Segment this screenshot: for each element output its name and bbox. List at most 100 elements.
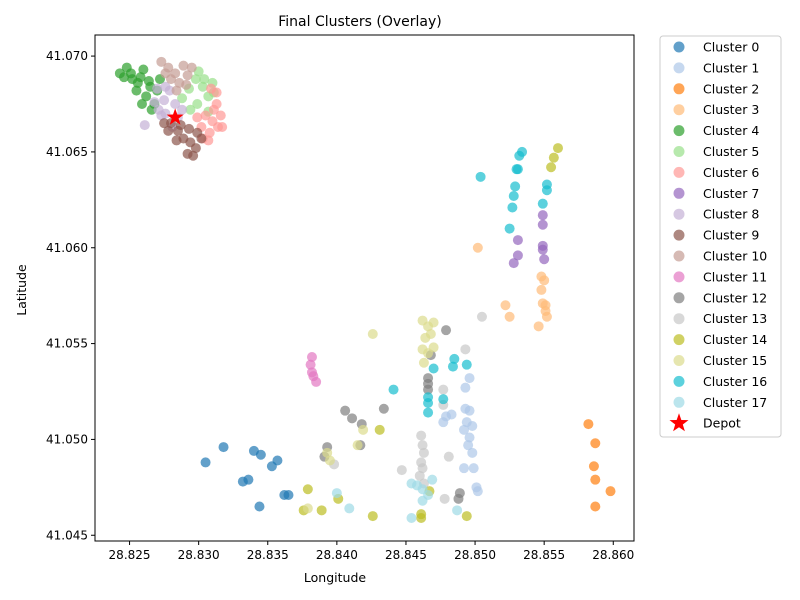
data-point [160, 81, 171, 92]
data-point [460, 344, 471, 355]
data-point [367, 329, 378, 339]
y-axis-title: Latitude [14, 264, 29, 316]
data-point [537, 210, 548, 221]
series-1 [438, 373, 483, 497]
data-point [255, 449, 266, 460]
data-point [131, 85, 142, 96]
data-point [254, 501, 265, 512]
chart-title: Final Clusters (Overlay) [278, 14, 442, 30]
legend-marker [673, 62, 685, 74]
data-point [510, 181, 521, 192]
data-point [417, 440, 428, 451]
legend-marker [673, 396, 685, 408]
legend-entry: Cluster 13 [703, 311, 767, 326]
data-point [136, 99, 147, 109]
data-point [460, 382, 471, 393]
legend-entry: Cluster 5 [703, 144, 759, 159]
data-point [416, 430, 427, 441]
legend-entry: Cluster 12 [703, 290, 767, 305]
legend-entry: Cluster 7 [703, 186, 759, 201]
y-tick-label: 41.070 [46, 49, 88, 63]
legend-marker [673, 355, 685, 366]
data-point [439, 493, 450, 504]
legend-entry: Cluster 6 [703, 165, 759, 180]
data-point [452, 505, 463, 516]
data-point [185, 104, 196, 115]
legend-box [659, 35, 782, 438]
data-point [218, 442, 229, 453]
data-point [340, 405, 351, 416]
data-point [541, 185, 552, 196]
data-point [588, 461, 599, 472]
data-point [418, 447, 429, 458]
y-tick-label: 41.045 [46, 528, 88, 542]
data-point [324, 455, 335, 466]
legend-marker [673, 250, 685, 262]
legend-marker [673, 229, 685, 241]
data-point [344, 503, 355, 514]
legend-entry: Cluster 17 [703, 395, 767, 410]
data-point [428, 342, 439, 353]
legend-depot-marker [669, 413, 689, 432]
data-point [463, 440, 474, 451]
data-point [512, 250, 523, 261]
data-point [461, 359, 472, 370]
data-point [215, 110, 226, 121]
data-point [188, 150, 199, 161]
data-point [306, 352, 317, 362]
data-point [590, 438, 601, 449]
y-tick-label: 41.065 [46, 145, 88, 159]
x-axis-title: Longitude [304, 570, 366, 585]
data-point [159, 95, 170, 106]
data-point [453, 493, 464, 504]
data-point [211, 87, 222, 98]
legend-marker [673, 375, 685, 387]
data-point [171, 85, 182, 96]
data-point [514, 150, 525, 161]
axes-layer: 28.825 28.830 28.835 28.840 28.845 28.850 28.8… [46, 34, 635, 562]
data-point [443, 451, 454, 462]
data-point [546, 162, 557, 173]
data-point [583, 419, 594, 430]
data-point [552, 143, 563, 154]
data-point [367, 511, 378, 522]
legend-entry: Cluster 3 [703, 102, 759, 117]
legend-marker [673, 313, 685, 325]
data-point [170, 99, 181, 109]
plot-frame [94, 34, 635, 542]
series-5 [177, 66, 219, 117]
data-point [464, 432, 475, 443]
legend-marker [673, 187, 685, 199]
x-tick-label: 28.825 [109, 548, 151, 562]
data-point [160, 68, 171, 79]
data-point [135, 72, 146, 83]
data-point [156, 56, 167, 67]
data-point [119, 72, 130, 83]
data-point [467, 447, 478, 458]
legend-marker [673, 146, 685, 157]
data-point [449, 353, 460, 364]
data-point [475, 171, 486, 182]
data-point [171, 135, 182, 146]
data-point [143, 76, 154, 86]
legend-entry: Cluster 15 [703, 353, 767, 368]
data-point [358, 424, 369, 435]
data-point [374, 424, 385, 435]
legend-entry: Cluster 1 [703, 60, 759, 75]
data-point [141, 91, 152, 102]
legend-marker [673, 125, 685, 137]
data-point [536, 284, 547, 295]
x-tick-label: 28.850 [454, 548, 496, 562]
legend-entry: Cluster 14 [703, 332, 767, 347]
data-point [605, 486, 616, 497]
series-3 [472, 242, 552, 332]
legend-marker [673, 208, 685, 220]
series-9 [159, 118, 207, 161]
data-point [186, 62, 197, 73]
data-point [508, 191, 519, 201]
data-point [302, 484, 313, 495]
data-point [139, 120, 150, 131]
legend-marker [673, 271, 685, 283]
data-point [537, 244, 548, 255]
